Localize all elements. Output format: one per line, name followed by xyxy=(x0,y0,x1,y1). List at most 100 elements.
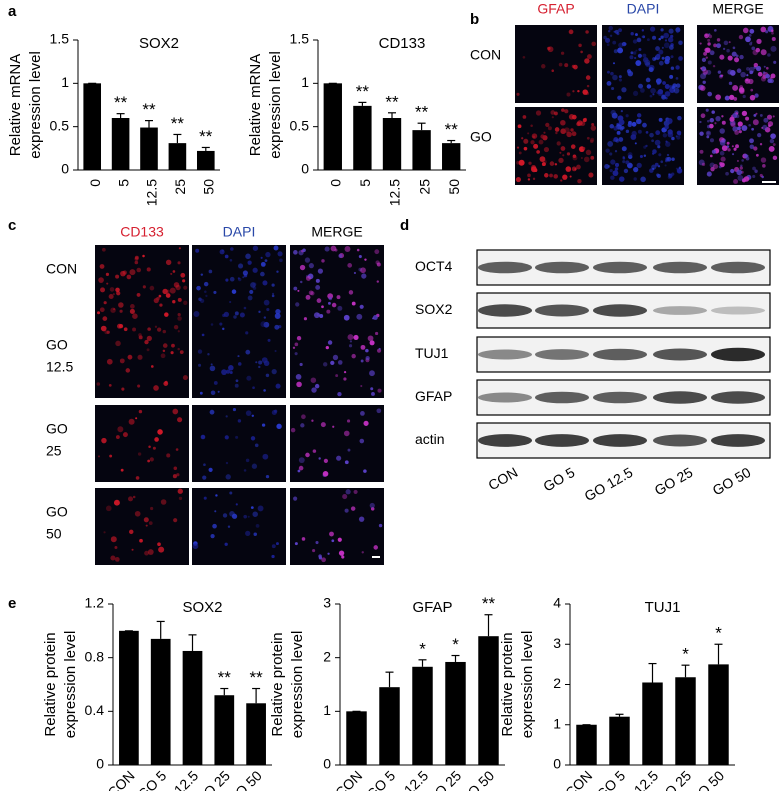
chart-title: GFAP xyxy=(412,599,452,616)
cell-dot xyxy=(293,496,298,501)
cell-dot xyxy=(164,312,169,317)
cell-dot xyxy=(321,305,324,309)
cell-dot xyxy=(700,67,703,70)
cell-dot xyxy=(251,414,255,418)
cell-dot xyxy=(746,66,750,71)
cell-dot xyxy=(129,308,135,314)
cell-dot xyxy=(713,43,717,48)
cell-dot xyxy=(121,387,125,391)
micrograph xyxy=(192,321,286,398)
cell-dot xyxy=(228,365,234,371)
cell-dot xyxy=(634,56,637,60)
bar xyxy=(379,687,400,765)
cell-dot xyxy=(638,48,642,52)
cell-dot xyxy=(178,247,181,250)
x-tick-label: 25 xyxy=(172,179,188,195)
cell-dot xyxy=(210,363,213,366)
cell-dot xyxy=(294,342,299,347)
cell-dot xyxy=(231,513,238,519)
cell-dot xyxy=(578,43,582,48)
cell-dot xyxy=(315,540,319,545)
cell-dot xyxy=(706,119,710,123)
blot-band xyxy=(653,391,707,404)
cell-dot xyxy=(235,503,238,506)
cell-dot xyxy=(117,426,124,433)
cell-dot xyxy=(613,126,618,131)
cell-dot xyxy=(666,153,670,157)
channel-label: MERGE xyxy=(712,1,763,17)
cell-dot xyxy=(137,384,141,388)
cell-dot xyxy=(157,327,162,332)
cell-dot xyxy=(262,453,269,460)
cell-dot xyxy=(204,290,207,294)
cell-dot xyxy=(705,34,708,37)
blot-band xyxy=(535,434,589,447)
cell-dot xyxy=(128,418,135,425)
cell-dot xyxy=(170,351,174,355)
cell-dot xyxy=(263,299,270,306)
cell-dot xyxy=(260,321,267,328)
cell-dot xyxy=(222,327,225,331)
cell-dot xyxy=(583,156,590,163)
cell-dot xyxy=(707,42,711,46)
cell-dot xyxy=(250,436,256,441)
cell-dot xyxy=(116,323,122,329)
cell-dot xyxy=(533,143,539,149)
cell-dot xyxy=(771,31,774,35)
cell-dot xyxy=(367,335,374,342)
cell-dot xyxy=(114,545,118,549)
cell-dot xyxy=(613,49,618,54)
cell-dot xyxy=(617,47,624,54)
cell-dot xyxy=(627,152,633,158)
cell-dot xyxy=(643,154,647,157)
cell-dot xyxy=(678,166,682,170)
cell-dot xyxy=(173,282,180,288)
cell-dot xyxy=(730,168,735,174)
cell-dot xyxy=(719,128,725,134)
cell-dot xyxy=(320,422,326,428)
cell-dot xyxy=(359,438,365,444)
y-axis-label: Relative mRNA xyxy=(7,54,24,157)
cell-dot xyxy=(640,176,646,183)
cell-dot xyxy=(166,453,171,458)
cell-dot xyxy=(732,112,738,119)
cell-dot xyxy=(378,347,381,350)
cell-dot xyxy=(701,162,706,166)
cell-dot xyxy=(337,391,342,397)
cell-dot xyxy=(630,51,634,55)
cell-dot xyxy=(298,465,304,471)
chart-title: CD133 xyxy=(379,35,426,52)
cell-dot xyxy=(253,532,258,537)
cell-dot xyxy=(332,354,339,361)
cell-dot xyxy=(622,160,626,164)
cell-dot xyxy=(331,539,335,543)
cell-dot xyxy=(759,143,763,146)
cell-dot xyxy=(105,272,110,276)
cell-dot xyxy=(667,129,673,135)
cell-dot xyxy=(536,150,540,154)
cell-dot xyxy=(667,37,674,43)
cell-dot xyxy=(245,530,251,537)
cell-dot xyxy=(714,29,717,32)
cell-dot xyxy=(265,474,270,479)
lane-label: GO 25 xyxy=(652,464,696,499)
cell-dot xyxy=(374,249,380,255)
cell-dot xyxy=(160,499,167,505)
cell-dot xyxy=(724,95,730,101)
cell-dot xyxy=(369,502,375,509)
cell-dot xyxy=(551,69,555,72)
cell-dot xyxy=(658,60,664,66)
cell-dot xyxy=(245,349,251,355)
cell-dot xyxy=(235,379,239,383)
cell-dot xyxy=(539,156,546,163)
cell-dot xyxy=(518,159,525,166)
cell-dot xyxy=(530,140,535,145)
cell-dot xyxy=(740,164,743,167)
cell-dot xyxy=(153,385,159,391)
row-label: CON xyxy=(46,261,77,277)
cell-dot xyxy=(553,174,558,179)
cell-dot xyxy=(632,90,639,96)
cell-dot xyxy=(551,116,554,119)
cell-dot xyxy=(359,304,364,309)
cell-dot xyxy=(760,157,767,163)
